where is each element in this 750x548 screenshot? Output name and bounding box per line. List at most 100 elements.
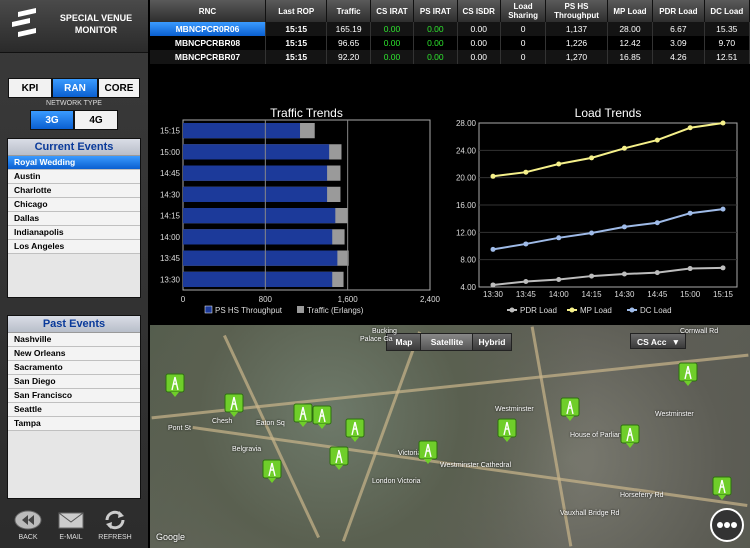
y-tick-label: 13:45 — [160, 254, 181, 263]
table-row[interactable]: MBNCPCRBR07 15:15 92.20 0.00 0.00 0.00 0… — [150, 50, 750, 64]
cell-traffic: 92.20 — [326, 50, 371, 64]
col-cs-isdr[interactable]: CS ISDR — [457, 0, 501, 22]
bar-ps-hs-throughput — [183, 123, 301, 139]
cell-site-pin-icon[interactable] — [329, 446, 349, 470]
cell-site-pin-icon[interactable] — [345, 418, 365, 442]
data-point — [523, 241, 529, 247]
refresh-button[interactable]: REFRESH — [96, 510, 134, 546]
event-item[interactable]: San Diego — [8, 375, 140, 389]
col-last-rop[interactable]: Last ROP — [265, 0, 328, 22]
cell-load-sharing: 0 — [500, 36, 547, 50]
legend-swatch-dot — [569, 307, 575, 313]
cell-site-pin-icon[interactable] — [560, 397, 580, 421]
network-4g-button[interactable]: 4G — [74, 110, 118, 130]
hybrid-view-button[interactable]: Hybrid — [472, 333, 512, 351]
tab-ran[interactable]: RAN — [52, 78, 98, 98]
bar-ps-hs-throughput — [183, 186, 328, 202]
cell-site-pin-icon[interactable] — [165, 373, 185, 397]
cell-rnc[interactable]: MBNCPCRBR07 — [150, 50, 266, 64]
email-icon — [58, 512, 84, 529]
table-row[interactable]: MBNCPCR0R06 15:15 165.19 0.00 0.00 0.00 … — [150, 22, 750, 36]
cell-traffic: 165.19 — [326, 22, 371, 36]
map-label: Bucking — [372, 328, 397, 335]
col-dc-load[interactable]: DC Load — [704, 0, 750, 22]
google-logo: Google — [156, 532, 186, 542]
cell-ps-hs-throughput: 1,226 — [545, 36, 608, 50]
event-item[interactable]: Royal Wedding — [8, 156, 140, 170]
chart-title: Traffic Trends — [270, 106, 343, 120]
y-tick-label: 14:30 — [160, 190, 181, 199]
event-item[interactable]: Indianapolis — [8, 226, 140, 240]
col-ps-hs-throughput[interactable]: PS HS Throughput — [545, 0, 608, 22]
event-item[interactable]: Dallas — [8, 212, 140, 226]
event-item[interactable]: Seattle — [8, 403, 140, 417]
cell-site-pin-icon[interactable] — [497, 418, 517, 442]
cell-site-pin-icon[interactable] — [620, 424, 640, 448]
event-item[interactable]: New Orleans — [8, 347, 140, 361]
cell-site-pin-icon[interactable] — [312, 405, 332, 429]
col-rnc[interactable]: RNC — [150, 0, 266, 22]
data-point — [490, 246, 496, 252]
y-tick-label: 15:00 — [160, 148, 181, 157]
data-point — [589, 273, 595, 279]
satellite-map[interactable] — [150, 325, 750, 548]
traffic-trends-chart: Traffic Trends 15:15 15:00 14:45 14:30 14:15 1… — [160, 106, 441, 315]
plot-frame — [182, 119, 431, 291]
col-ps-irat[interactable]: PS IRAT — [413, 0, 458, 22]
current-events-list: Royal Wedding Austin Charlotte Chicago D… — [8, 156, 140, 254]
data-point — [654, 220, 660, 226]
network-3g-button[interactable]: 3G — [30, 110, 74, 130]
series-line — [492, 208, 724, 251]
metric-dropdown[interactable]: CS Acc ▼ — [630, 333, 686, 349]
y-tick-label: 14:15 — [160, 212, 181, 221]
email-button[interactable]: E-MAIL — [52, 510, 90, 546]
past-events-list: Nashville New Orleans Sacramento San Die… — [8, 333, 140, 431]
event-item[interactable]: San Francisco — [8, 389, 140, 403]
event-item[interactable]: Tampa — [8, 417, 140, 431]
cell-ps-hs-throughput: 1,270 — [545, 50, 608, 64]
map-label: House of Parliam — [570, 432, 624, 439]
map-label: Victoria — [398, 450, 422, 457]
legend-label: PS HS Throughput — [215, 306, 283, 315]
map-label: Eaton Sq — [256, 420, 285, 427]
cell-site-pin-icon[interactable] — [224, 393, 244, 417]
cell-site-pin-icon[interactable] — [712, 476, 732, 500]
cell-rnc[interactable]: MBNCPCRBR08 — [150, 36, 266, 50]
event-item[interactable]: Austin — [8, 170, 140, 184]
cell-site-pin-icon[interactable] — [678, 362, 698, 386]
event-item[interactable]: Charlotte — [8, 184, 140, 198]
event-item[interactable]: Los Angeles — [8, 240, 140, 254]
cell-site-pin-icon[interactable] — [293, 403, 313, 427]
y-tick-label: 14:45 — [160, 169, 181, 178]
map-label: London Victoria — [372, 478, 421, 485]
back-button[interactable]: BACK — [9, 510, 47, 546]
col-traffic[interactable]: Traffic — [326, 0, 371, 22]
data-point — [556, 235, 562, 241]
event-item[interactable]: Sacramento — [8, 361, 140, 375]
data-point — [621, 271, 627, 277]
data-point — [621, 224, 627, 230]
cell-pdr-load: 6.67 — [652, 22, 705, 36]
col-mp-load[interactable]: MP Load — [607, 0, 654, 22]
data-point — [490, 282, 496, 288]
event-item[interactable]: Chicago — [8, 198, 140, 212]
map-label: Belgravia — [232, 446, 262, 453]
tab-core[interactable]: CORE — [98, 78, 140, 98]
cell-cs-isdr: 0.00 — [457, 50, 501, 64]
col-pdr-load[interactable]: PDR Load — [652, 0, 705, 22]
data-point — [556, 161, 562, 167]
x-tick-label: 13:45 — [516, 290, 537, 299]
col-load-sharing[interactable]: Load Sharing — [500, 0, 547, 22]
tab-kpi[interactable]: KPI — [8, 78, 52, 98]
event-item[interactable]: Nashville — [8, 333, 140, 347]
satellite-view-button[interactable]: Satellite — [420, 333, 474, 351]
cell-site-pin-icon[interactable] — [262, 459, 282, 483]
map-label: Westminster — [495, 406, 534, 413]
cell-site-pin-icon[interactable] — [418, 440, 438, 464]
more-options-button[interactable] — [710, 508, 744, 542]
y-tick-label: 28.00 — [456, 119, 477, 128]
cell-rnc[interactable]: MBNCPCR0R06 — [150, 22, 266, 36]
data-point — [687, 210, 693, 216]
col-cs-irat[interactable]: CS IRAT — [370, 0, 415, 22]
table-row[interactable]: MBNCPCRBR08 15:15 96.65 0.00 0.00 0.00 0… — [150, 36, 750, 50]
